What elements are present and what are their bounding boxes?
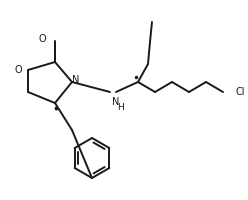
Text: O: O (14, 65, 22, 75)
Text: Cl: Cl (235, 87, 245, 97)
Text: H: H (118, 102, 124, 112)
Text: N: N (72, 75, 80, 85)
Text: O: O (38, 34, 46, 44)
Text: N: N (112, 97, 120, 107)
